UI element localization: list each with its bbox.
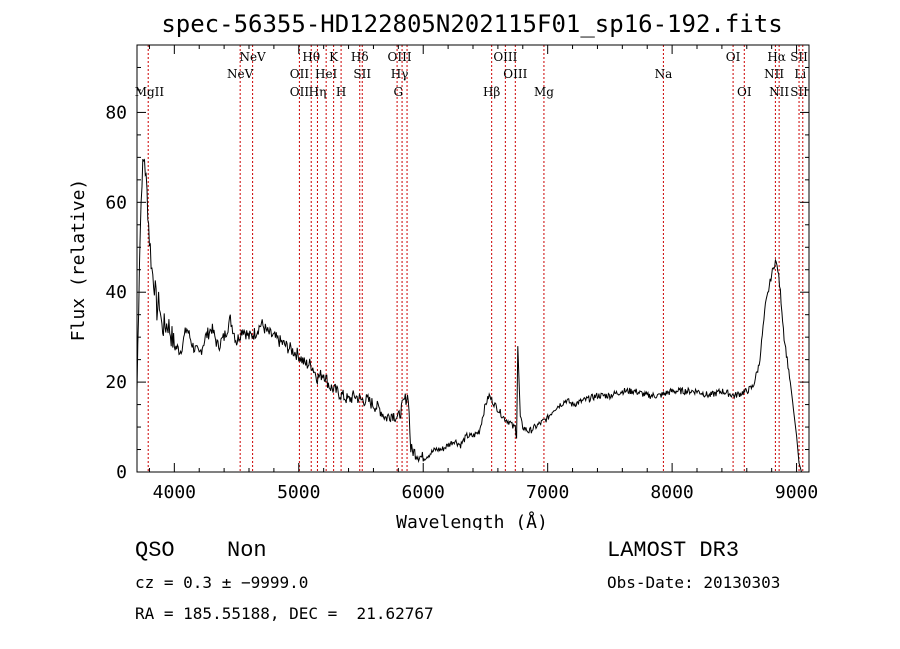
x-axis-label: Wavelength (Å) xyxy=(396,511,548,530)
spectral-line-markers xyxy=(147,45,804,472)
chart-title: spec-56355-HD122805N202115F01_sp16-192.f… xyxy=(161,10,782,38)
line-label: OIII xyxy=(503,67,527,81)
line-label: H xyxy=(336,85,346,99)
line-label: MgII xyxy=(135,85,165,99)
line-label: SII xyxy=(790,50,808,64)
observation-date: Obs-Date: 20130303 xyxy=(607,573,781,592)
line-label: OII xyxy=(290,67,310,81)
x-tick-label: 8000 xyxy=(650,482,693,503)
y-tick-label: 80 xyxy=(105,102,127,123)
line-label: Hδ xyxy=(351,50,369,64)
line-label: Na xyxy=(655,67,673,81)
line-label: Hη xyxy=(309,85,327,99)
coordinates: RA = 185.55188, DEC = 21.62767 xyxy=(135,604,434,623)
line-label: SII xyxy=(790,85,808,99)
spectrum-chart: spec-56355-HD122805N202115F01_sp16-192.f… xyxy=(68,10,818,530)
line-label: Hβ xyxy=(483,85,500,99)
line-label: K xyxy=(329,50,339,64)
x-tick-label: 9000 xyxy=(775,482,818,503)
survey-name: LAMOST DR3 xyxy=(607,538,740,563)
line-label: Mg xyxy=(534,85,554,99)
line-label: OI xyxy=(726,50,741,64)
line-label: NeV xyxy=(227,67,254,81)
line-label: Hθ xyxy=(302,50,320,64)
line-label: G xyxy=(394,85,404,99)
x-tick-label: 6000 xyxy=(402,482,445,503)
plot-frame xyxy=(136,44,810,473)
y-tick-label: 20 xyxy=(105,372,127,393)
line-label: NII xyxy=(764,67,784,81)
line-label: Hγ xyxy=(391,67,409,81)
object-class: QSO xyxy=(135,538,175,563)
line-label: OIII xyxy=(493,50,517,64)
line-label: OIII xyxy=(388,50,412,64)
y-tick-label: 60 xyxy=(105,192,127,213)
line-label: SII xyxy=(353,67,371,81)
y-axis-label: Flux (relative) xyxy=(68,179,89,342)
x-tick-label: 7000 xyxy=(526,482,569,503)
y-axis: 0 20 40 60 80 xyxy=(105,66,809,483)
x-tick-label: 4000 xyxy=(153,482,196,503)
line-label: NeV xyxy=(239,50,266,64)
line-label: Li xyxy=(794,67,806,81)
line-label: HeI xyxy=(315,67,338,81)
x-tick-label: 5000 xyxy=(277,482,320,503)
line-label: NII xyxy=(769,85,789,99)
redshift-cz: cz = 0.3 ± −9999.0 xyxy=(135,573,309,592)
y-tick-label: 40 xyxy=(105,282,127,303)
y-tick-label: 0 xyxy=(116,462,127,483)
line-label: OII xyxy=(290,85,310,99)
x-axis: 4000 5000 6000 7000 8000 9000 xyxy=(148,45,818,503)
object-subclass: Non xyxy=(227,538,267,563)
line-label: OI xyxy=(737,85,752,99)
line-label: Hα xyxy=(767,50,786,64)
spectrum-line xyxy=(136,158,803,473)
